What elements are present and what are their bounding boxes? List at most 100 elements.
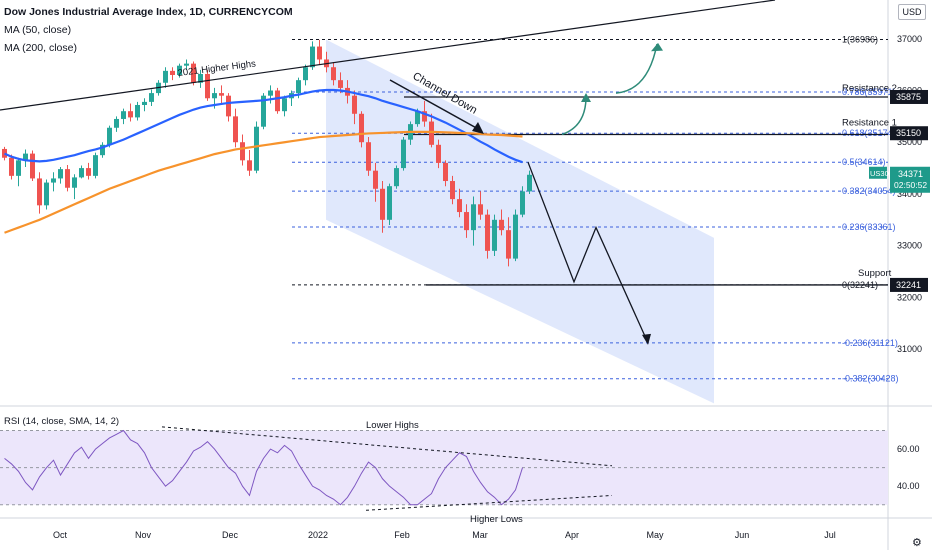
candle-body xyxy=(191,63,196,83)
candle-body xyxy=(86,168,91,176)
rsi-tick-label: 60.00 xyxy=(897,444,920,454)
candle-body xyxy=(16,160,21,176)
candle-body xyxy=(485,214,490,251)
channel-down-area xyxy=(326,39,714,404)
price-tag-label: 35150 xyxy=(896,128,921,138)
rsi-tick-label: 40.00 xyxy=(897,481,920,491)
candle-body xyxy=(331,67,336,81)
candle-body xyxy=(58,169,63,179)
candle-body xyxy=(520,191,525,215)
x-tick-label: 2022 xyxy=(308,530,328,540)
candle-body xyxy=(219,93,224,96)
fib-label-7: -0.236(31121) xyxy=(842,338,898,348)
x-tick-label: Jun xyxy=(735,530,750,540)
candle-body xyxy=(65,169,70,188)
candle-body xyxy=(212,93,217,99)
ma-line-0 xyxy=(4,88,523,164)
fib-label-3: 0.5(34614) xyxy=(842,157,886,167)
currency-button[interactable]: USD xyxy=(898,4,926,20)
candle-body xyxy=(247,160,252,171)
candle-body xyxy=(401,139,406,169)
channel-arrow-head xyxy=(472,122,484,134)
symbol-tag-bg xyxy=(869,166,887,179)
candle-body xyxy=(30,153,35,179)
higher-lows-label: Higher Lows xyxy=(470,514,523,525)
candle-body xyxy=(170,70,175,75)
candle-body xyxy=(233,116,238,143)
x-tick-label: Jul xyxy=(824,530,836,540)
candle-body xyxy=(2,148,7,158)
green-arrow-2 xyxy=(615,43,658,94)
candle-body xyxy=(79,168,84,178)
current-price-bg xyxy=(890,166,930,193)
candle-body xyxy=(93,155,98,176)
chart-title: Dow Jones Industrial Average Index, 1D, … xyxy=(4,6,293,18)
green-arrow-1-head xyxy=(581,92,591,102)
x-tick-label: May xyxy=(646,530,664,540)
x-tick-label: Nov xyxy=(135,530,152,540)
countdown-label: 02:50:52 xyxy=(894,180,927,190)
candle-body xyxy=(268,90,273,96)
candle-body xyxy=(457,199,462,213)
candle-body xyxy=(513,214,518,259)
rsi-higher-lows-line xyxy=(365,494,613,511)
support-label: Support xyxy=(858,268,892,279)
green-arrow-2-head xyxy=(651,42,663,52)
candle-body xyxy=(23,153,28,161)
candle-body xyxy=(387,186,392,220)
candle-body xyxy=(44,182,49,206)
candle-body xyxy=(303,67,308,81)
candle-body xyxy=(205,73,210,99)
candle-body xyxy=(114,118,119,128)
higher-highs-label: 2021 Higher Highs xyxy=(177,58,257,79)
candle-body xyxy=(240,142,245,161)
candle-body xyxy=(226,95,231,117)
candle-body xyxy=(380,188,385,220)
price-tag-bg xyxy=(890,277,928,292)
gear-icon[interactable]: ⚙ xyxy=(912,537,922,549)
candle-body xyxy=(471,204,476,231)
candle-body xyxy=(527,174,532,192)
candle-body xyxy=(177,65,182,75)
candle-body xyxy=(261,95,266,127)
projection-arrow-head xyxy=(642,333,651,345)
x-tick-label: Feb xyxy=(394,530,410,540)
candle-body xyxy=(394,168,399,187)
candle-body xyxy=(436,144,441,163)
ma-line-1 xyxy=(4,130,523,234)
candle-body xyxy=(254,126,259,171)
projection-path xyxy=(527,161,649,344)
candle-body xyxy=(51,178,56,183)
candle-body xyxy=(506,230,511,259)
rsi-legend: RSI (14, close, SMA, 14, 2) xyxy=(4,416,120,427)
x-tick-label: Apr xyxy=(565,530,579,540)
green-arrow-1 xyxy=(561,98,587,136)
ma200-legend: MA (200, close) xyxy=(4,42,77,54)
price-tag-bg xyxy=(890,89,928,104)
candle-body xyxy=(422,111,427,122)
candle-body xyxy=(296,80,301,94)
y-tick-label: 34000 xyxy=(897,189,922,199)
candle-body xyxy=(142,101,147,105)
candle-body xyxy=(499,219,504,231)
candle-body xyxy=(198,73,203,83)
candle-body xyxy=(373,170,378,189)
current-price-label: 34371 xyxy=(898,169,923,179)
y-tick-label: 37000 xyxy=(897,34,922,44)
fib-label-8: -0.382(30428) xyxy=(842,374,899,384)
candle-body xyxy=(366,142,371,171)
x-tick-label: Mar xyxy=(472,530,488,540)
candle-body xyxy=(37,178,42,206)
ma50-legend: MA (50, close) xyxy=(4,24,72,36)
fib-label-5: 0.236(33361) xyxy=(842,222,896,232)
candle-body xyxy=(149,93,154,102)
symbol-tag-label: US30 xyxy=(870,169,889,178)
resistance-1-label: Resistance 1 xyxy=(842,117,897,128)
candle-body xyxy=(492,219,497,251)
price-tag-label: 32241 xyxy=(896,280,921,290)
candle-body xyxy=(317,46,322,60)
fib-label-4: 0.382(34054) xyxy=(842,186,896,196)
candle-body xyxy=(352,95,357,114)
candle-body xyxy=(121,111,126,119)
